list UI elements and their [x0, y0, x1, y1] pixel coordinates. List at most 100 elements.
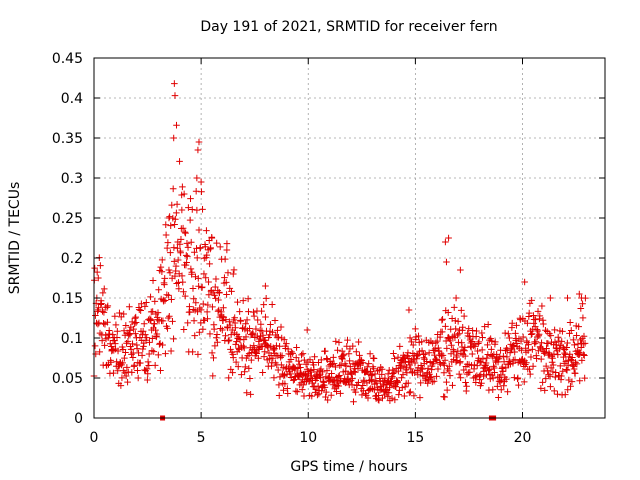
data-point [299, 350, 307, 357]
data-point [535, 330, 543, 338]
data-point [270, 346, 277, 354]
data-point [153, 330, 161, 338]
data-point [134, 374, 142, 382]
data-point [280, 387, 287, 394]
data-point [573, 360, 581, 368]
data-point [549, 354, 556, 362]
data-point [96, 329, 104, 337]
data-point [473, 327, 480, 335]
data-point [148, 347, 156, 354]
data-point [171, 92, 179, 99]
data-point [141, 303, 149, 310]
data-point [558, 338, 566, 345]
data-point [504, 388, 511, 396]
data-point [236, 308, 243, 315]
data-point [213, 239, 220, 247]
data-point [104, 318, 111, 326]
data-point [204, 315, 211, 323]
data-point [154, 316, 161, 323]
data-point [563, 366, 570, 373]
data-point [417, 379, 424, 387]
data-point [448, 341, 455, 349]
data-point [346, 357, 353, 365]
data-point [538, 302, 546, 310]
data-point [131, 320, 138, 328]
data-point [336, 362, 343, 369]
data-point [442, 323, 449, 330]
data-point [427, 373, 435, 381]
data-point [210, 325, 218, 333]
data-point [214, 308, 222, 315]
data-point [252, 325, 260, 333]
data-point [360, 378, 368, 385]
data-point [187, 265, 195, 273]
data-point [219, 326, 226, 334]
data-point [165, 214, 173, 222]
data-point [238, 371, 245, 378]
data-point [252, 349, 259, 356]
data-point [182, 252, 190, 259]
data-point [577, 305, 585, 312]
data-point [334, 373, 342, 380]
data-point [187, 195, 194, 202]
data-point [193, 254, 201, 262]
data-point [177, 249, 184, 257]
data-point [498, 376, 505, 384]
data-point [163, 244, 171, 252]
data-point [424, 380, 432, 387]
data-point [385, 389, 393, 397]
data-point [184, 253, 191, 260]
data-point [158, 268, 166, 275]
data-point [94, 320, 102, 328]
data-point [190, 295, 197, 303]
data-point [578, 357, 586, 364]
data-point [135, 306, 143, 313]
data-point [566, 330, 573, 337]
data-point [232, 358, 240, 366]
data-point [124, 378, 131, 386]
data-point [401, 392, 408, 400]
data-point [302, 371, 310, 379]
data-point [483, 371, 490, 379]
data-point [262, 313, 269, 321]
data-point [212, 295, 219, 302]
data-point [337, 390, 344, 397]
data-point [151, 362, 159, 369]
data-point [131, 361, 138, 369]
data-point [351, 368, 359, 376]
data-point [120, 310, 127, 318]
data-point [349, 342, 357, 350]
data-point [275, 381, 283, 389]
data-point [99, 308, 106, 315]
data-point [135, 349, 142, 357]
data-point [442, 238, 449, 246]
data-point [166, 312, 173, 320]
data-point [575, 290, 583, 298]
data-point [199, 300, 207, 308]
data-point [234, 363, 242, 370]
data-point [145, 350, 153, 358]
data-point [542, 375, 550, 382]
data-point [243, 389, 251, 397]
data-point [278, 352, 286, 360]
data-point [195, 138, 203, 146]
data-point [274, 327, 281, 334]
data-point [441, 393, 448, 401]
data-point [479, 334, 486, 341]
data-point [406, 389, 413, 397]
data-point [186, 216, 194, 224]
data-point [181, 292, 189, 300]
data-point [384, 393, 392, 400]
data-point [446, 372, 454, 379]
data-point [521, 361, 529, 368]
data-point [125, 330, 133, 337]
x-tick-label: 0 [90, 430, 99, 446]
data-point [321, 347, 329, 355]
data-point [330, 354, 337, 361]
data-point [117, 382, 125, 389]
data-point [297, 369, 305, 377]
data-point [269, 328, 276, 336]
data-point [324, 356, 331, 363]
data-point [454, 318, 462, 325]
data-point [529, 346, 536, 353]
